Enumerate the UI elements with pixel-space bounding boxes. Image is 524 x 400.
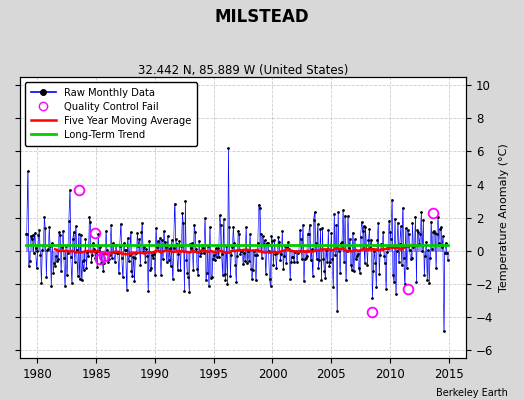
Text: MILSTEAD: MILSTEAD [215, 8, 309, 26]
Y-axis label: Temperature Anomaly (°C): Temperature Anomaly (°C) [499, 143, 509, 292]
Text: Berkeley Earth: Berkeley Earth [436, 388, 508, 398]
Legend: Raw Monthly Data, Quality Control Fail, Five Year Moving Average, Long-Term Tren: Raw Monthly Data, Quality Control Fail, … [25, 82, 197, 146]
Title: 32.442 N, 85.889 W (United States): 32.442 N, 85.889 W (United States) [138, 64, 348, 77]
